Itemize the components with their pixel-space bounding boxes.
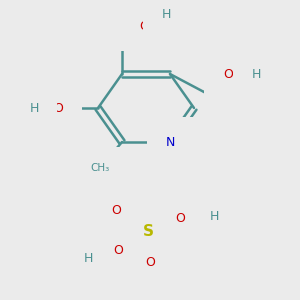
Text: O: O: [111, 203, 121, 217]
Text: O: O: [145, 256, 155, 268]
Text: H: H: [161, 8, 171, 20]
Text: O: O: [139, 20, 149, 32]
Text: N: N: [165, 136, 175, 148]
Text: O: O: [113, 244, 123, 256]
Text: H: H: [209, 209, 219, 223]
Text: O: O: [223, 68, 233, 80]
Text: H: H: [83, 251, 93, 265]
Text: O: O: [175, 212, 185, 224]
Text: S: S: [142, 224, 154, 239]
Text: H: H: [251, 68, 261, 80]
Text: CH₃: CH₃: [90, 163, 110, 173]
Text: O: O: [53, 101, 63, 115]
Text: H: H: [29, 101, 39, 115]
